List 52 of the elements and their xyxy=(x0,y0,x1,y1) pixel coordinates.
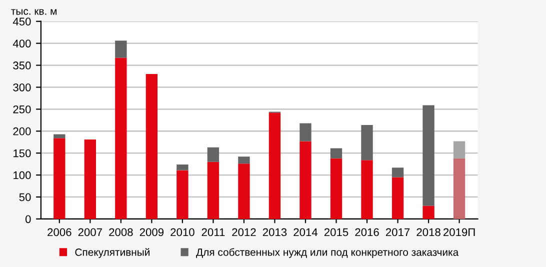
x-tick-label: 2009 xyxy=(140,228,164,236)
x-tick-label: 2010 xyxy=(170,228,194,236)
y-tick-label: 50 xyxy=(19,193,31,202)
bar xyxy=(84,139,96,219)
bar xyxy=(207,147,220,162)
bar xyxy=(361,124,373,160)
bar xyxy=(207,162,220,219)
y-tick-label: 200 xyxy=(13,127,31,136)
y-tick-label: 150 xyxy=(14,149,31,158)
x-tick-label: 2007 xyxy=(78,228,102,236)
legend-label: Спекулятивный xyxy=(75,248,150,258)
x-tick-label: 2014 xyxy=(294,228,318,236)
bar xyxy=(361,160,373,219)
bar xyxy=(54,138,66,219)
bar xyxy=(422,206,434,219)
y-tick-label: 450 xyxy=(12,18,31,26)
bar xyxy=(453,158,466,219)
bar xyxy=(300,141,312,219)
bar xyxy=(115,40,127,58)
bar xyxy=(392,168,404,178)
y-tick-label: 0 xyxy=(25,215,31,224)
x-tick-label: 2012 xyxy=(232,228,256,236)
y-tick-label: 100 xyxy=(14,171,31,180)
x-tick-label: 2017 xyxy=(386,228,410,236)
x-tick-label: 2015 xyxy=(324,228,348,236)
bar xyxy=(330,158,342,219)
x-tick-label: 2018 xyxy=(416,228,440,236)
y-tick-label: 250 xyxy=(13,105,31,114)
bar xyxy=(176,170,188,219)
x-tick-label: 2008 xyxy=(109,228,133,236)
y-axis-title: тыс. кв. м xyxy=(11,9,56,15)
bar xyxy=(176,164,188,170)
x-tick-label: 2016 xyxy=(355,228,379,236)
bar xyxy=(54,134,66,138)
y-tick-label: 300 xyxy=(13,83,31,92)
bar xyxy=(115,58,127,219)
bar xyxy=(238,164,250,219)
x-tick-label: 2006 xyxy=(48,228,72,236)
x-tick-label: 2011 xyxy=(202,228,225,236)
bar xyxy=(146,74,158,219)
bar xyxy=(453,141,466,158)
bar xyxy=(422,105,434,206)
bar xyxy=(330,148,342,158)
y-tick-label: 350 xyxy=(13,62,31,70)
bar xyxy=(268,112,281,219)
bar xyxy=(300,123,312,142)
x-tick-label: 2019П xyxy=(444,228,475,236)
x-tick-label: 2013 xyxy=(262,228,287,236)
bar xyxy=(392,177,404,219)
bar xyxy=(238,156,250,164)
legend-label: Для собственных нужд или под конкретного заказчика xyxy=(196,248,459,258)
y-tick-label: 400 xyxy=(12,40,31,48)
